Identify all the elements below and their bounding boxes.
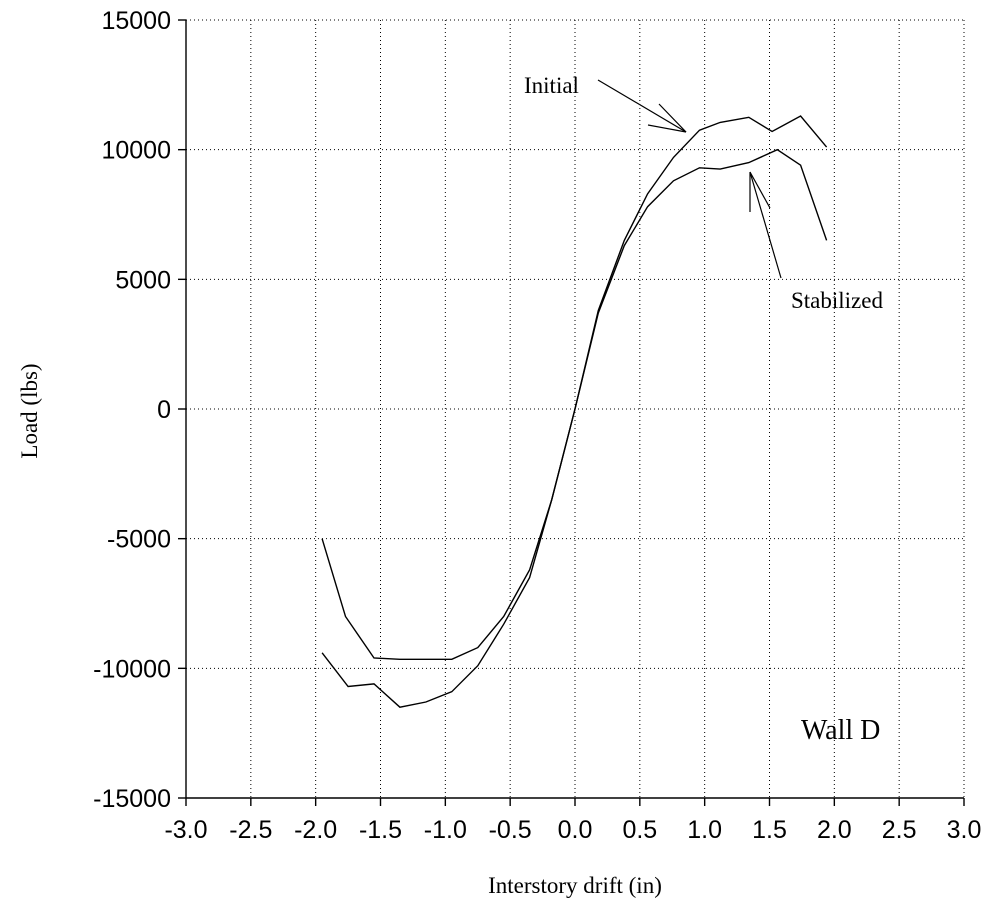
annotation-stabilized: Stabilized [791, 288, 883, 313]
initial-leader-line [647, 124, 687, 133]
x-tick-label: -2.0 [294, 816, 337, 844]
x-tick-label: -2.5 [229, 816, 272, 844]
y-tick-label: 10000 [101, 137, 171, 165]
initial-leader-line [597, 79, 687, 133]
x-tick-label: -1.5 [359, 816, 402, 844]
y-tick-label: -10000 [93, 655, 171, 683]
x-tick-label: -3.0 [164, 816, 207, 844]
y-tick-label: 15000 [101, 7, 171, 35]
x-tick-label: -1.0 [424, 816, 467, 844]
x-tick-label: -0.5 [489, 816, 532, 844]
x-tick-label: 1.0 [687, 816, 722, 844]
x-axis-title: Interstory drift (in) [488, 873, 662, 898]
x-tick-label: 2.5 [882, 816, 917, 844]
x-tick-label: 3.0 [947, 816, 982, 844]
axes-layer: -3.0 -2.5 -2.0 -1.5 -1.0 -0.5 0.0 0.5 1.0 1.5 2.0 2… [93, 7, 981, 844]
annotation-wall-d: Wall D [801, 715, 880, 746]
y-axis-title: Load (lbs) [17, 363, 42, 458]
x-tick-label: 0.0 [558, 816, 593, 844]
series-line-stabilized [321, 148, 828, 660]
series-layer [321, 115, 828, 708]
y-tick-label: -5000 [107, 526, 171, 554]
x-tick-label: 2.0 [817, 816, 852, 844]
initial-leader-line [658, 103, 687, 133]
x-tick-label: 0.5 [622, 816, 657, 844]
y-tick-label: 5000 [115, 266, 171, 294]
x-tick-label: 1.5 [752, 816, 787, 844]
annotation-initial: Initial [524, 73, 579, 98]
y-tick-label: 0 [157, 396, 171, 424]
stabilized-leader-line [749, 171, 771, 209]
annotation-layer: Initial Stabilized Wall D [524, 73, 883, 746]
stabilized-leader-line [749, 171, 782, 279]
y-tick-label: -15000 [93, 785, 171, 813]
